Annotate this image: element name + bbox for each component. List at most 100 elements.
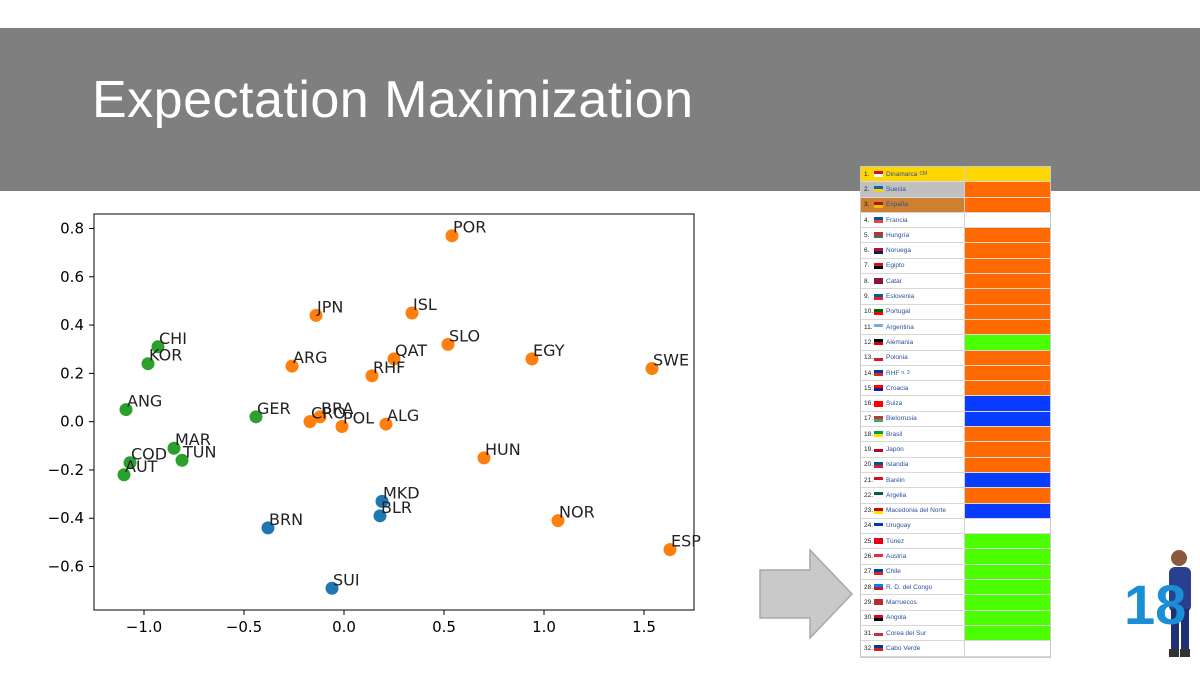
flag-icon bbox=[874, 538, 883, 545]
cluster-color-cell bbox=[965, 610, 1050, 625]
plot-frame bbox=[93, 213, 695, 611]
team-name-link[interactable]: Baréin bbox=[886, 476, 905, 484]
x-tick-label: 0.0 bbox=[332, 618, 356, 636]
team-name-link[interactable]: Macedonia del Norte bbox=[886, 507, 946, 515]
team-name-link[interactable]: Portugal bbox=[886, 308, 911, 316]
ranking-position: 25. bbox=[864, 537, 874, 545]
flag-icon bbox=[874, 522, 883, 529]
ranking-team-cell: 16. Suiza bbox=[861, 396, 965, 411]
flag-icon bbox=[874, 584, 883, 591]
team-name-link[interactable]: RHF bbox=[886, 369, 900, 377]
team-name-link[interactable]: Austria bbox=[886, 553, 907, 561]
point-label-bra: BRA bbox=[321, 399, 353, 418]
ranking-position: 32. bbox=[864, 644, 874, 652]
ranking-position: 27. bbox=[864, 568, 874, 576]
ranking-team-cell: 23. Macedonia del Norte bbox=[861, 503, 965, 518]
y-tick-label: 0.8 bbox=[60, 219, 84, 237]
flag-icon bbox=[874, 492, 883, 499]
ranking-team-cell: 19. Japón bbox=[861, 442, 965, 457]
team-name-link[interactable]: Cabo Verde bbox=[886, 644, 921, 652]
team-name-link[interactable]: Croacia bbox=[886, 384, 909, 392]
team-name-link[interactable]: Suecia bbox=[886, 185, 906, 193]
cluster-color-cell bbox=[965, 625, 1050, 641]
ranking-row: 16. Suiza bbox=[861, 396, 1050, 412]
team-name-link[interactable]: Suiza bbox=[886, 400, 903, 408]
team-name-link[interactable]: Túnez bbox=[886, 537, 905, 545]
cluster-color-cell bbox=[965, 350, 1050, 365]
ranking-team-cell: 26. Austria bbox=[861, 549, 965, 564]
ranking-row: 5. Hungría bbox=[861, 228, 1050, 244]
x-tick-label: −1.0 bbox=[126, 618, 162, 636]
team-name-link[interactable]: Corea del Sur bbox=[886, 629, 927, 637]
team-name-link[interactable]: Chile bbox=[886, 568, 901, 576]
ranking-position: 11. bbox=[864, 323, 873, 331]
team-name-link[interactable]: Alemania bbox=[886, 338, 914, 346]
team-name-link[interactable]: Japón bbox=[886, 445, 904, 453]
ranking-row: 4. Francia bbox=[861, 212, 1050, 229]
point-por bbox=[445, 229, 459, 243]
team-name-link[interactable]: Argelia bbox=[886, 491, 907, 499]
cluster-color-cell bbox=[965, 212, 1050, 228]
ranking-position: 22. bbox=[864, 491, 874, 499]
ranking-position: 7. bbox=[864, 262, 870, 270]
ranking-position: 10. bbox=[864, 308, 874, 316]
team-name-link[interactable]: Argentina bbox=[886, 323, 914, 331]
point-label-esp: ESP bbox=[671, 532, 701, 551]
team-name-link[interactable]: España bbox=[886, 201, 909, 209]
flag-icon bbox=[874, 415, 883, 422]
flag-icon bbox=[874, 461, 883, 468]
cluster-color-cell bbox=[965, 258, 1050, 274]
ranking-team-cell: 14. RHF n. 3 bbox=[861, 365, 965, 381]
flag-icon bbox=[874, 232, 883, 239]
cluster-color-cell bbox=[965, 549, 1050, 564]
flag-icon bbox=[874, 186, 883, 193]
team-name-link[interactable]: Uruguay bbox=[886, 522, 911, 530]
ranking-team-cell: 1. Dinamarca CM bbox=[861, 167, 965, 182]
ranking-row: 18. Brasil bbox=[861, 427, 1050, 443]
team-name-link[interactable]: R. D. del Congo bbox=[886, 583, 933, 591]
point-bra bbox=[313, 410, 327, 424]
right-arrow-icon bbox=[759, 548, 854, 640]
team-name-link[interactable]: Eslovenia bbox=[886, 293, 915, 301]
ranking-team-cell: 31. Corea del Sur bbox=[861, 625, 965, 641]
ranking-row: 26. Austria bbox=[861, 549, 1050, 565]
ranking-position: 5. bbox=[864, 231, 870, 239]
team-name-link[interactable]: Bielorrusia bbox=[886, 415, 917, 423]
team-name-link[interactable]: Dinamarca bbox=[886, 170, 918, 178]
point-tun bbox=[175, 453, 189, 467]
cluster-color-cell bbox=[965, 167, 1050, 182]
flag-icon bbox=[874, 217, 883, 224]
ranking-row: 17. Bielorrusia bbox=[861, 411, 1050, 428]
team-note[interactable]: n. 3 bbox=[901, 370, 910, 376]
team-name-link[interactable]: Catar bbox=[886, 277, 902, 285]
ranking-row: 19. Japón bbox=[861, 442, 1050, 458]
ranking-team-cell: 21. Baréin bbox=[861, 472, 965, 488]
cluster-color-cell bbox=[965, 243, 1050, 258]
ranking-position: 1. bbox=[864, 170, 870, 178]
y-tick-label: 0.6 bbox=[60, 268, 84, 286]
team-name-link[interactable]: Francia bbox=[886, 216, 908, 224]
team-name-link[interactable]: Marruecos bbox=[886, 598, 917, 606]
point-label-mar: MAR bbox=[175, 430, 211, 449]
team-name-link[interactable]: Noruega bbox=[886, 247, 911, 255]
team-name-link[interactable]: Hungría bbox=[886, 231, 910, 239]
ranking-row: 30. Angola bbox=[861, 610, 1050, 626]
point-hun bbox=[477, 451, 491, 465]
point-label-swe: SWE bbox=[653, 351, 689, 370]
team-name-link[interactable]: Angola bbox=[886, 614, 907, 622]
ranking-position: 23. bbox=[864, 507, 874, 515]
point-mkd bbox=[375, 494, 389, 508]
ranking-position: 6. bbox=[864, 247, 870, 255]
flag-icon bbox=[874, 324, 883, 331]
point-qat bbox=[387, 352, 401, 366]
point-nor bbox=[551, 514, 565, 528]
ranking-position: 19. bbox=[864, 445, 874, 453]
team-name-link[interactable]: Polonia bbox=[886, 354, 908, 362]
team-name-link[interactable]: Egipto bbox=[886, 262, 905, 270]
team-name-link[interactable]: Brasil bbox=[886, 430, 903, 438]
ranking-team-cell: 17. Bielorrusia bbox=[861, 411, 965, 427]
ranking-row: 31. Corea del Sur bbox=[861, 625, 1050, 642]
team-name-link[interactable]: Islandia bbox=[886, 461, 909, 469]
x-tick-label: −0.5 bbox=[226, 618, 262, 636]
team-note[interactable]: CM bbox=[919, 171, 928, 178]
